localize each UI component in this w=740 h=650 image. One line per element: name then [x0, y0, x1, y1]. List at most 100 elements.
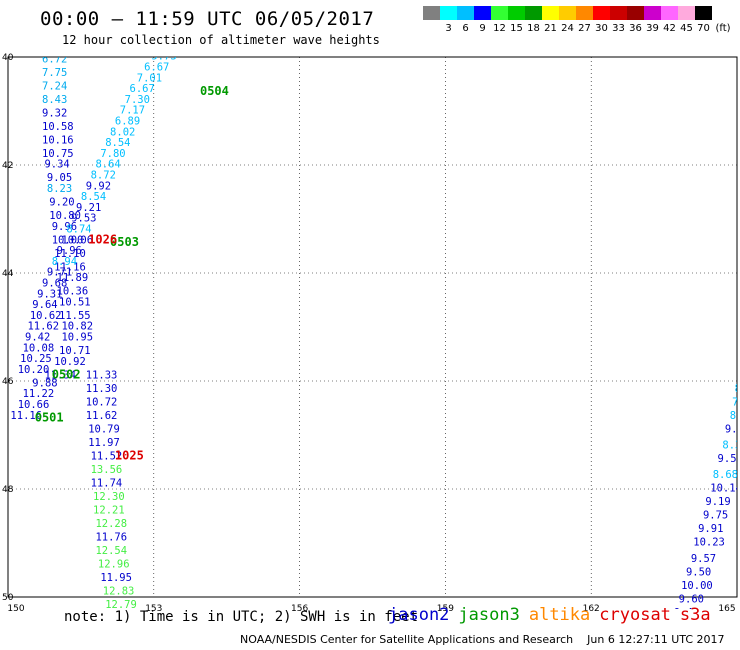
y-tick-label: 40	[2, 53, 14, 63]
wave-height-label: 8.16	[730, 410, 740, 422]
wave-height-label: 12.96	[98, 558, 130, 570]
wave-height-label: 11.30	[86, 383, 118, 395]
time-label: 1024	[147, 637, 176, 650]
wave-height-label: 8.34	[722, 440, 740, 452]
wave-height-label: 10.79	[88, 423, 120, 435]
colorbar-label: 18	[527, 23, 540, 34]
colorbar-swatch	[423, 6, 440, 20]
wave-height-label: 9.32	[42, 107, 67, 119]
colorbar: 3 6 9 12 15 18 21 24 27 30 33 36 39 42 45 70 (ft)	[422, 6, 740, 40]
wave-height-label: 9.71	[47, 267, 72, 279]
y-tick-label: 42	[2, 161, 13, 171]
wave-height-label: 11.10	[54, 248, 86, 260]
time-label: 0502	[52, 367, 81, 381]
time-label: 0501	[35, 411, 64, 425]
x-tick-label: 165	[718, 604, 735, 614]
wave-height-label: 9.53	[71, 213, 96, 225]
wave-height-label: 7.8	[732, 396, 740, 408]
wave-height-label: 7.24	[42, 80, 67, 92]
legend-altika: altika	[528, 605, 591, 625]
credit-org: NOAA/NESDIS Center for Satellite Applica…	[240, 633, 574, 646]
wave-height-label: 7.75	[42, 67, 67, 79]
wave-height-label: 6.67	[144, 62, 169, 74]
wave-height-label: 10.06	[61, 234, 93, 246]
wave-height-label: 11.16	[10, 410, 42, 422]
wave-height-label: 10.36	[57, 286, 89, 298]
colorbar-swatch	[627, 6, 644, 20]
legend-cryosat: cryosat	[599, 605, 671, 625]
wave-height-label: 8.72	[91, 170, 116, 182]
wave-height-label: 10.95	[61, 332, 93, 344]
legend-jason2: jason2	[388, 605, 450, 625]
wave-height-label: 5.73	[151, 51, 176, 63]
wave-height-label: 10.82	[61, 321, 93, 333]
wave-height-label: 13.56	[91, 464, 123, 476]
wave-height-label: 9.88	[32, 377, 57, 389]
wave-height-label: 11.95	[100, 572, 132, 584]
wave-height-label: 10.58	[42, 121, 74, 133]
wave-height-label: 10.00	[52, 234, 84, 246]
wave-height-label: 10.23	[693, 537, 725, 549]
y-tick-label: 44	[2, 269, 14, 279]
colorbar-label: 42	[663, 23, 676, 34]
x-tick-label: 159	[437, 604, 454, 614]
y-tick-label: 48	[2, 485, 14, 495]
chart-title: 00:00 – 11:59 UTC 06/05/2017	[40, 8, 375, 30]
wave-height-label: 9.64	[32, 299, 57, 311]
plot-frame	[7, 56, 738, 598]
x-tick-label: 150	[7, 604, 24, 614]
wave-height-label: 10.92	[54, 356, 86, 368]
wave-height-label: 7.80	[100, 148, 125, 160]
credit-date: Jun 6 12:27:11 UTC 2017	[587, 633, 725, 646]
colorbar-swatch	[661, 6, 678, 20]
colorbar-swatch	[695, 6, 712, 20]
wave-height-label: 10.20	[18, 364, 50, 376]
wave-height-label: 9.60	[679, 593, 704, 605]
colorbar-swatch	[576, 6, 593, 20]
footer-note: note: 1) Time is in UTC; 2) SWH is in fe…	[64, 609, 419, 625]
colorbar-swatch	[457, 6, 474, 20]
colorbar-label: 36	[629, 23, 642, 34]
legend-s3a: s3a	[679, 605, 711, 625]
legend-jason3: jason3	[458, 605, 520, 625]
colorbar-swatch	[491, 6, 508, 20]
time-label: 0503	[110, 235, 139, 249]
colorbar-swatch	[508, 6, 525, 20]
colorbar-label: 45	[680, 23, 693, 34]
wave-height-label: 10.51	[59, 296, 91, 308]
time-label: 1026	[88, 232, 117, 246]
wave-height-label: 9.50	[686, 566, 711, 578]
wave-height-label: 8.43	[42, 94, 67, 106]
colorbar-swatch	[593, 6, 610, 20]
chart-subtitle: 12 hour collection of altimeter wave hei…	[62, 33, 380, 47]
wave-height-label: 10.72	[86, 396, 118, 408]
colorbar-label: 21	[544, 23, 557, 34]
wave-height-label: 8.54	[105, 137, 130, 149]
colorbar-label: 6	[462, 23, 469, 34]
colorbar-swatch	[559, 6, 576, 20]
time-label: 1025	[115, 448, 144, 462]
wave-height-label: 9.34	[44, 159, 69, 171]
x-tick-label: 156	[291, 604, 308, 614]
x-tick-label: 162	[583, 604, 600, 614]
colorbar-label: 12	[493, 23, 506, 34]
wave-height-label: 10.14	[710, 483, 740, 495]
colorbar-swatch	[542, 6, 559, 20]
data-labels-group: 6.727.757.248.439.3210.5810.1610.759.349…	[10, 51, 740, 650]
wave-height-label: 12.21	[93, 504, 125, 516]
wave-height-label: 10.62	[30, 310, 62, 322]
colorbar-label: 9	[479, 23, 486, 34]
credit-line: NOAA/NESDIS Center for Satellite Applica…	[240, 633, 739, 646]
colorbar-label: 15	[510, 23, 523, 34]
colorbar-swatch	[610, 6, 627, 20]
wave-height-label: 9.68	[42, 278, 67, 290]
wave-height-label: 9.91	[698, 523, 723, 535]
wave-height-label: 6.89	[115, 116, 140, 128]
colorbar-label: 30	[595, 23, 608, 34]
wave-height-label: 9.31	[37, 288, 62, 300]
x-tick-label: 153	[145, 604, 162, 614]
wave-height-label: 9.20	[49, 197, 74, 209]
colorbar-swatch	[644, 6, 661, 20]
satellite-legend: jason2 jason3 altika cryosat s3a	[388, 605, 720, 625]
